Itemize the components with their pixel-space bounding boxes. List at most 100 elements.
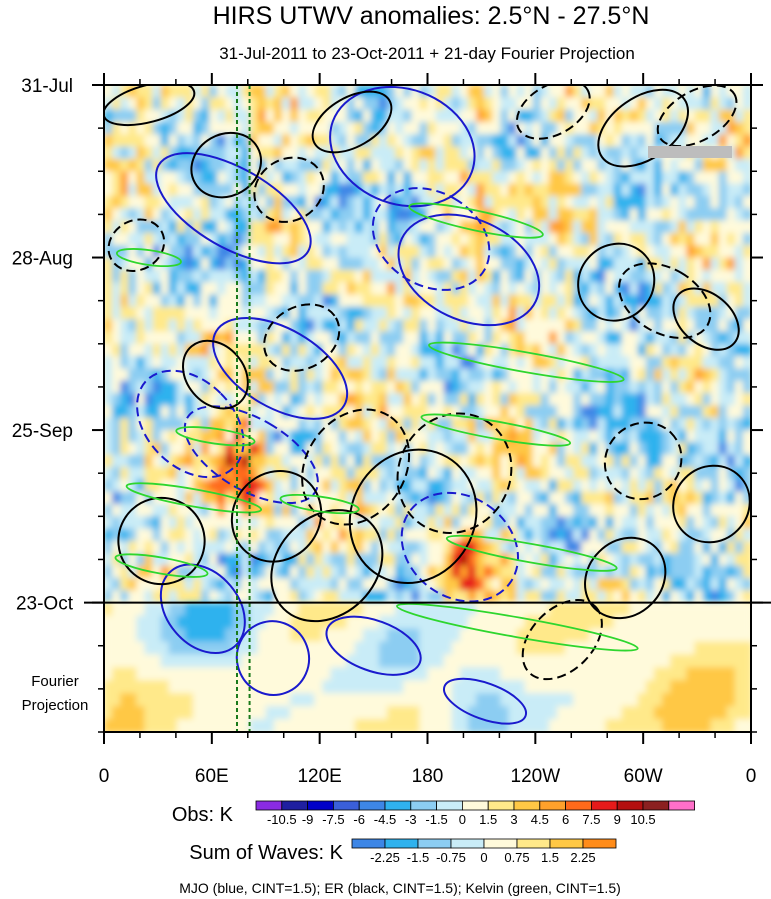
mjo-contour (371, 187, 491, 291)
heat-cell (548, 269, 558, 284)
heat-cell (314, 590, 324, 604)
heat-cell (573, 85, 583, 99)
heat-cell (516, 319, 526, 333)
heat-cell (686, 528, 696, 542)
heat-cell (144, 641, 154, 656)
heat-cell (435, 504, 445, 518)
heat-cell (694, 208, 704, 222)
heat-cell (225, 195, 235, 210)
heat-cell (314, 654, 324, 669)
heat-cell (112, 641, 122, 656)
heat-cell (556, 405, 566, 419)
heat-cell (192, 540, 203, 555)
heat-cell (403, 540, 413, 555)
heat-cell (217, 628, 227, 643)
heat-cell (225, 491, 235, 506)
heat-cell (273, 590, 283, 604)
heat-cell (427, 565, 437, 579)
heat-cell (217, 232, 227, 247)
heat-cell (225, 208, 235, 222)
heat-cell (257, 171, 267, 185)
heat-cell (629, 97, 639, 111)
heat-cell (613, 294, 623, 308)
heat-cell (225, 590, 235, 604)
heat-cell (241, 171, 251, 185)
heat-cell (144, 245, 154, 259)
heat-cell (241, 680, 251, 695)
heat-cell (233, 565, 243, 579)
heat-cell (257, 97, 267, 111)
heat-cell (152, 85, 162, 99)
heat-cell (176, 467, 186, 481)
heat-cell (378, 85, 389, 99)
heat-cell (241, 615, 251, 630)
heat-cell (548, 232, 558, 247)
heat-cell (629, 171, 639, 185)
heat-cell (467, 208, 478, 222)
heat-cell (605, 294, 615, 308)
heat-cell (702, 565, 712, 579)
heat-cell (605, 430, 615, 444)
heat-cell (306, 706, 316, 721)
heat-cell (573, 417, 583, 432)
heat-cell (500, 356, 510, 370)
heat-cell (112, 343, 122, 358)
heat-cell (281, 97, 292, 111)
heat-cell (152, 208, 162, 222)
heat-cell (589, 294, 599, 308)
heat-cell (605, 306, 615, 321)
heat-cell (556, 183, 566, 197)
heat-cell (564, 306, 575, 321)
heat-cell (435, 654, 445, 669)
heat-cell (290, 134, 300, 148)
heat-cell (427, 319, 437, 333)
heat-cell (387, 693, 397, 708)
heat-cell (742, 628, 751, 643)
heat-cell (540, 430, 550, 444)
heat-cell (605, 158, 615, 173)
heat-cell (645, 602, 655, 617)
heat-cell (516, 680, 526, 695)
heat-cell (370, 319, 380, 333)
heat-cell (378, 577, 389, 592)
heat-cell (653, 356, 664, 370)
heat-cell (726, 183, 736, 197)
heat-cell (564, 331, 575, 345)
heat-cell (742, 356, 751, 370)
heat-cell (476, 343, 486, 358)
heat-cell (670, 615, 680, 630)
heat-cell (314, 706, 324, 721)
heat-cell (645, 208, 655, 222)
heat-cell (370, 454, 380, 469)
heat-cell (370, 706, 380, 721)
heat-cell (500, 719, 510, 732)
heat-cell (589, 491, 599, 506)
heat-cell (540, 232, 550, 247)
heat-cell (403, 331, 413, 345)
heat-cell (734, 454, 744, 469)
heat-cell (314, 467, 324, 481)
heat-cell (500, 417, 510, 432)
heat-cell (314, 540, 324, 555)
heat-cell (573, 516, 583, 530)
heat-cell (104, 232, 114, 247)
heat-cell (556, 590, 566, 604)
heat-cell (387, 269, 397, 284)
heat-cell (500, 134, 510, 148)
heat-cell (290, 245, 300, 259)
heat-cell (645, 479, 655, 493)
heat-cell (451, 245, 461, 259)
heat-cell (168, 719, 178, 732)
heat-cell (249, 282, 259, 296)
heat-cell (573, 540, 583, 555)
heat-cell (548, 97, 558, 111)
heat-cell (322, 245, 332, 259)
heat-cell (273, 146, 283, 160)
heat-cell (306, 693, 316, 708)
heat-cell (718, 454, 728, 469)
heat-cell (176, 602, 186, 617)
heat-cell (403, 602, 413, 617)
heat-cell (104, 343, 114, 358)
heat-cell (176, 232, 186, 247)
heat-cell (152, 553, 162, 567)
